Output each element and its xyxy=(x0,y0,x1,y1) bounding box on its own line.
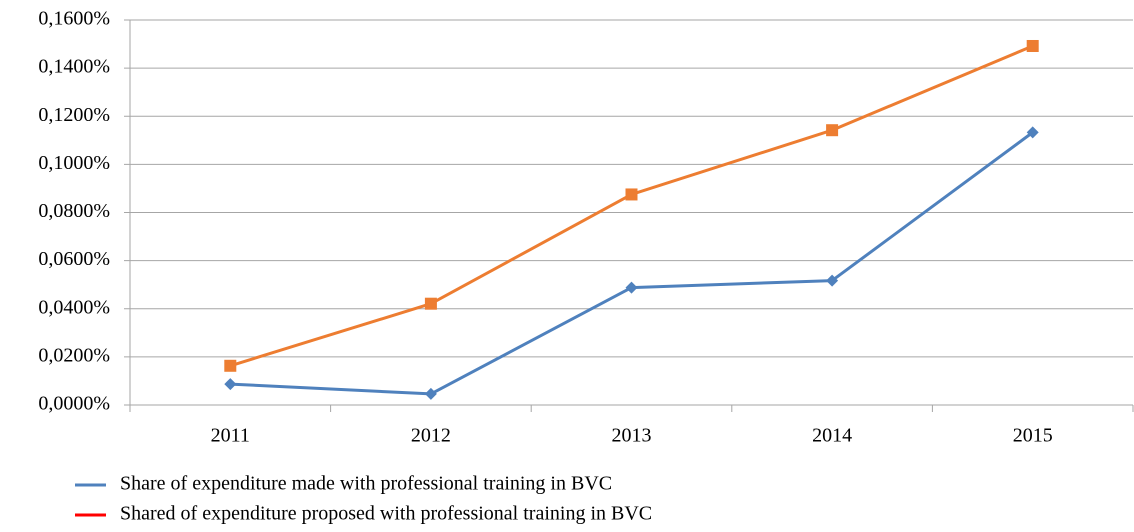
y-tick-label: 0,1000% xyxy=(38,152,110,174)
marker xyxy=(424,387,437,400)
marker xyxy=(1026,126,1039,139)
marker xyxy=(424,297,437,310)
series-line xyxy=(230,131,1034,396)
marker xyxy=(1026,39,1039,52)
y-tick-label: 0,0600% xyxy=(38,248,110,270)
y-tick-label: 0,0200% xyxy=(38,344,110,366)
marker xyxy=(826,274,839,287)
marker xyxy=(826,124,839,137)
marker xyxy=(224,359,237,372)
marker xyxy=(625,188,638,201)
marker xyxy=(625,281,638,294)
y-tick-label: 0,1400% xyxy=(38,56,110,78)
y-tick-label: 0,0400% xyxy=(38,296,110,318)
marker xyxy=(224,378,237,391)
x-tick-label: 2012 xyxy=(411,425,451,447)
legend-label: Shared of expenditure proposed with prof… xyxy=(120,503,652,525)
x-tick-label: 2013 xyxy=(612,425,652,447)
y-tick-label: 0,0800% xyxy=(38,200,110,222)
y-tick-label: 0,0000% xyxy=(38,393,110,415)
x-tick-label: 2015 xyxy=(1013,425,1053,447)
series-line xyxy=(229,44,1034,368)
y-tick-label: 0,1200% xyxy=(38,104,110,126)
legend-label: Share of expenditure made with professio… xyxy=(120,473,612,495)
y-tick-label: 0,1600% xyxy=(38,8,110,30)
x-tick-label: 2014 xyxy=(812,425,852,447)
x-tick-label: 2011 xyxy=(211,425,250,447)
